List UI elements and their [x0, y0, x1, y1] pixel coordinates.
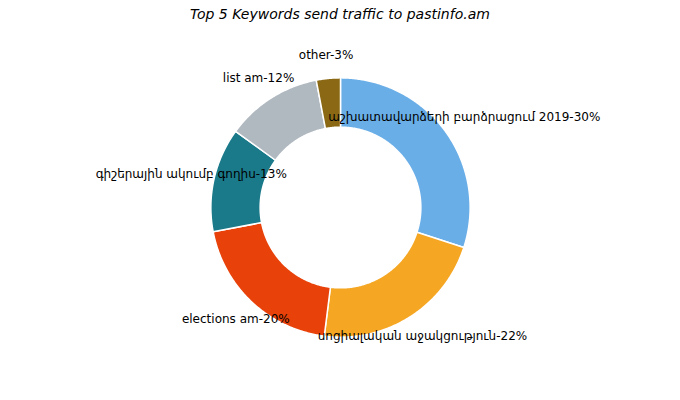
html-text:Top 5 Keywords send traffic to: Top 5 Keywords send traffic to pastinfo.… — [190, 6, 490, 22]
svg-text:աշխատավարձերի բարձրացում 2019-: աշխատավարձերի բարձրացում 2019-30% — [328, 110, 600, 124]
svg-text:other-3%: other-3% — [299, 48, 354, 62]
svg-text:elections am-20%: elections am-20% — [182, 312, 290, 326]
svg-text:սոցիալական աջակցություն-22%: սոցիալական աջակցություն-22% — [318, 329, 527, 343]
svg-text:list am-12%: list am-12% — [223, 71, 294, 85]
svg-text:գիշերային ակումբ գողիս-13%: գիշերային ակումբ գողիս-13% — [96, 167, 287, 181]
